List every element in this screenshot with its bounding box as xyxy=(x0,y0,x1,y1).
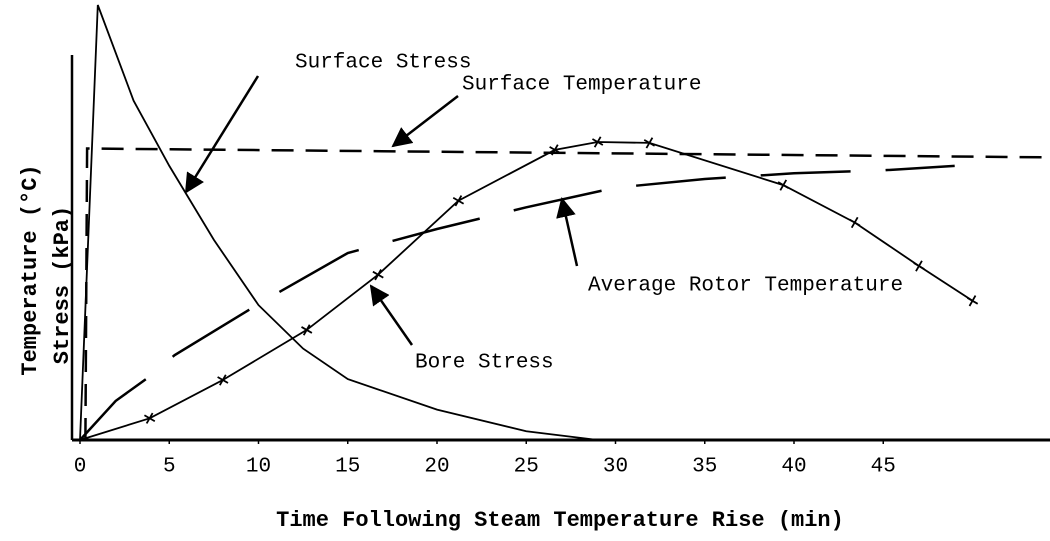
y-axis-label: Temperature (°C) xyxy=(18,164,43,375)
x-tick-label: 15 xyxy=(335,456,360,479)
marker xyxy=(643,137,656,149)
marker xyxy=(849,216,861,229)
marker xyxy=(301,324,313,336)
x-tick-label: 10 xyxy=(246,456,271,479)
series-line xyxy=(79,164,955,441)
annotations: Surface Stress Surface Temperature Avera… xyxy=(184,52,903,375)
x-tick-label: 25 xyxy=(514,456,539,479)
annotation: Average Rotor Temperature xyxy=(588,275,903,298)
arrow xyxy=(556,197,579,267)
series-line xyxy=(84,147,1044,441)
x-tick-label: 20 xyxy=(424,456,449,479)
marker xyxy=(217,374,229,386)
marker xyxy=(913,260,925,272)
x-tick-label: 40 xyxy=(781,456,806,479)
marker xyxy=(966,295,979,307)
x-tick-label: 0 xyxy=(74,456,87,479)
annotation: Bore Stress xyxy=(415,352,554,375)
x-tick-label: 45 xyxy=(871,456,896,479)
x-tick-label: 5 xyxy=(163,456,176,479)
marker xyxy=(452,195,465,207)
marker xyxy=(592,136,604,148)
x-axis-label: Time Following Steam Temperature Rise (m… xyxy=(276,508,844,533)
x-tick-label: 35 xyxy=(692,456,717,479)
annotation: Surface Stress xyxy=(295,52,471,75)
marker xyxy=(143,412,156,424)
marker xyxy=(372,269,384,281)
y-axis-label: Stress (kPa) xyxy=(50,206,75,364)
marker xyxy=(777,179,789,191)
series-line xyxy=(79,4,598,441)
arrow xyxy=(391,95,459,148)
marker xyxy=(549,144,561,156)
arrow xyxy=(369,284,414,346)
annotation: Surface Temperature xyxy=(462,74,701,97)
x-tick-label: 30 xyxy=(603,456,628,479)
arrow xyxy=(184,75,260,194)
